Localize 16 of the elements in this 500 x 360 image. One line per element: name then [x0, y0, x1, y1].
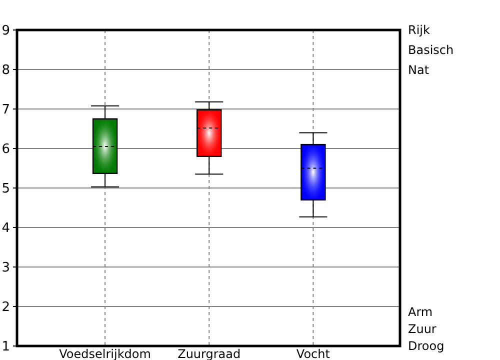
- text: Rijk: [408, 23, 430, 38]
- text: Basisch: [408, 43, 454, 58]
- y-tick-label: 3: [2, 260, 10, 276]
- y-tick-label: 4: [2, 221, 10, 236]
- y-tick-label: 6: [2, 142, 10, 158]
- y-tick-label: 7: [2, 102, 10, 118]
- text: Arm: [408, 305, 433, 320]
- y-tick-label: 1: [2, 340, 10, 355]
- y-tick-label: 2: [2, 300, 10, 316]
- text: Droog: [408, 339, 444, 354]
- y-tick-label: 9: [2, 24, 10, 39]
- text: Zuur: [408, 322, 436, 336]
- text: Nat: [408, 63, 430, 78]
- y-tick-label: 5: [2, 182, 10, 197]
- x-tick-label: Vocht: [296, 347, 330, 360]
- y-tick-label: 8: [2, 63, 10, 78]
